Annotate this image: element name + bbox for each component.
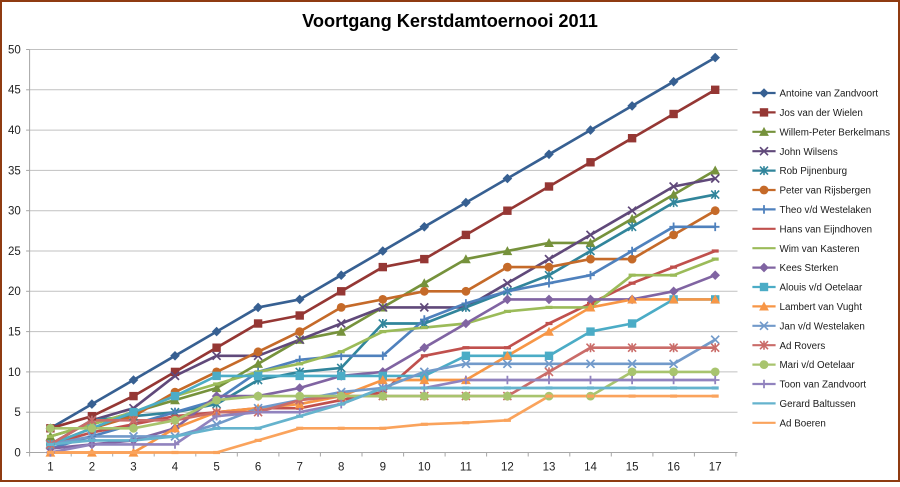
svg-text:45: 45 <box>8 85 21 97</box>
svg-text:7: 7 <box>296 462 302 474</box>
svg-text:11: 11 <box>460 462 472 474</box>
svg-text:Hans van Eijndhoven: Hans van Eijndhoven <box>780 224 873 235</box>
svg-text:8: 8 <box>338 462 344 474</box>
svg-text:14: 14 <box>584 462 597 474</box>
svg-text:Wim van Kasteren: Wim van Kasteren <box>780 244 860 255</box>
svg-text:Willem-Peter Berkelmans: Willem-Peter Berkelmans <box>780 127 891 138</box>
svg-text:1: 1 <box>47 462 53 474</box>
svg-text:9: 9 <box>380 462 386 474</box>
svg-text:John Wilsens: John Wilsens <box>780 147 838 158</box>
svg-text:12: 12 <box>501 462 514 474</box>
svg-text:17: 17 <box>709 462 722 474</box>
svg-text:40: 40 <box>8 125 21 137</box>
svg-text:16: 16 <box>667 462 680 474</box>
svg-text:0: 0 <box>14 447 20 459</box>
svg-text:Jan v/d Westelaken: Jan v/d Westelaken <box>780 321 865 332</box>
svg-text:Ad Rovers: Ad Rovers <box>780 341 826 352</box>
svg-text:15: 15 <box>8 327 21 339</box>
svg-text:20: 20 <box>8 286 21 298</box>
svg-text:6: 6 <box>255 462 261 474</box>
svg-text:Theo v/d Westelaken: Theo v/d Westelaken <box>780 205 872 216</box>
svg-text:50: 50 <box>8 44 21 56</box>
svg-text:Alouis v/d Oetelaar: Alouis v/d Oetelaar <box>780 283 864 294</box>
svg-text:25: 25 <box>8 246 21 258</box>
svg-text:Toon van Zandvoort: Toon van Zandvoort <box>780 380 867 391</box>
svg-text:35: 35 <box>8 165 21 177</box>
svg-text:Peter van Rijsbergen: Peter van Rijsbergen <box>780 186 872 197</box>
svg-text:15: 15 <box>626 462 639 474</box>
svg-text:10: 10 <box>8 367 21 379</box>
svg-text:Ad Boeren: Ad Boeren <box>780 418 826 429</box>
svg-text:Mari v/d Oetelaar: Mari v/d Oetelaar <box>780 360 856 371</box>
svg-text:10: 10 <box>418 462 431 474</box>
svg-text:Jos van der Wielen: Jos van der Wielen <box>780 108 863 119</box>
svg-text:2: 2 <box>89 462 95 474</box>
svg-text:Kees Sterken: Kees Sterken <box>780 263 839 274</box>
svg-text:5: 5 <box>14 407 20 419</box>
svg-text:Rob Pijnenburg: Rob Pijnenburg <box>780 166 848 177</box>
svg-text:5: 5 <box>213 462 219 474</box>
svg-text:Voortgang Kerstdamtoernooi 201: Voortgang Kerstdamtoernooi 2011 <box>302 11 598 31</box>
svg-text:Antoine van Zandvoort: Antoine van Zandvoort <box>780 89 879 100</box>
svg-text:Gerard Baltussen: Gerard Baltussen <box>780 399 856 410</box>
svg-text:30: 30 <box>8 206 21 218</box>
svg-text:Lambert van Vught: Lambert van Vught <box>780 302 863 313</box>
svg-text:4: 4 <box>172 462 179 474</box>
svg-text:3: 3 <box>130 462 136 474</box>
svg-text:13: 13 <box>543 462 556 474</box>
